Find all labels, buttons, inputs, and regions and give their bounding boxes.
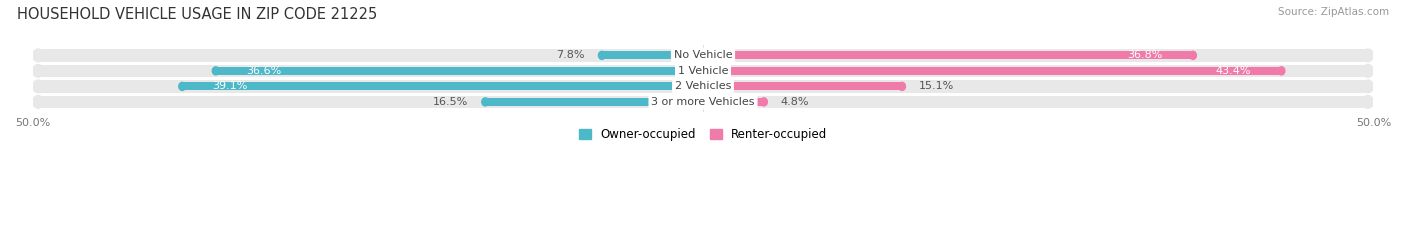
Text: 3 or more Vehicles: 3 or more Vehicles <box>651 97 755 107</box>
Text: 36.6%: 36.6% <box>246 66 281 76</box>
Circle shape <box>703 51 710 59</box>
Text: 2 Vehicles: 2 Vehicles <box>675 81 731 91</box>
Circle shape <box>703 67 710 75</box>
Bar <box>38 49 1368 62</box>
Bar <box>602 51 700 59</box>
Text: No Vehicle: No Vehicle <box>673 50 733 60</box>
Circle shape <box>1362 65 1374 77</box>
Circle shape <box>703 98 710 106</box>
Circle shape <box>482 98 489 106</box>
Bar <box>485 98 700 106</box>
Circle shape <box>32 49 44 62</box>
Bar <box>38 96 1368 108</box>
Legend: Owner-occupied, Renter-occupied: Owner-occupied, Renter-occupied <box>579 128 827 141</box>
Circle shape <box>1362 49 1374 62</box>
Circle shape <box>696 82 703 90</box>
Circle shape <box>1362 80 1374 93</box>
Bar <box>183 82 700 90</box>
Circle shape <box>32 80 44 93</box>
Text: 16.5%: 16.5% <box>433 97 468 107</box>
Text: 7.8%: 7.8% <box>557 50 585 60</box>
Bar <box>38 80 1368 93</box>
Text: HOUSEHOLD VEHICLE USAGE IN ZIP CODE 21225: HOUSEHOLD VEHICLE USAGE IN ZIP CODE 2122… <box>17 7 377 22</box>
Circle shape <box>696 98 703 106</box>
Circle shape <box>212 67 219 75</box>
Text: 1 Vehicle: 1 Vehicle <box>678 66 728 76</box>
Circle shape <box>179 82 186 90</box>
Bar <box>38 65 1368 77</box>
Circle shape <box>898 82 905 90</box>
Circle shape <box>703 82 710 90</box>
Bar <box>215 67 700 75</box>
Circle shape <box>32 96 44 108</box>
Bar <box>706 67 1281 75</box>
Text: Source: ZipAtlas.com: Source: ZipAtlas.com <box>1278 7 1389 17</box>
Bar <box>706 82 903 90</box>
Text: 39.1%: 39.1% <box>212 81 247 91</box>
Text: 4.8%: 4.8% <box>780 97 810 107</box>
Circle shape <box>32 65 44 77</box>
Circle shape <box>761 98 768 106</box>
Circle shape <box>1278 67 1285 75</box>
Circle shape <box>1362 96 1374 108</box>
Circle shape <box>696 67 703 75</box>
Circle shape <box>696 51 703 59</box>
Circle shape <box>599 51 606 59</box>
Text: 36.8%: 36.8% <box>1128 50 1163 60</box>
Bar <box>706 51 1192 59</box>
Bar <box>706 98 763 106</box>
Text: 15.1%: 15.1% <box>920 81 955 91</box>
Text: 43.4%: 43.4% <box>1216 66 1251 76</box>
Circle shape <box>1189 51 1197 59</box>
